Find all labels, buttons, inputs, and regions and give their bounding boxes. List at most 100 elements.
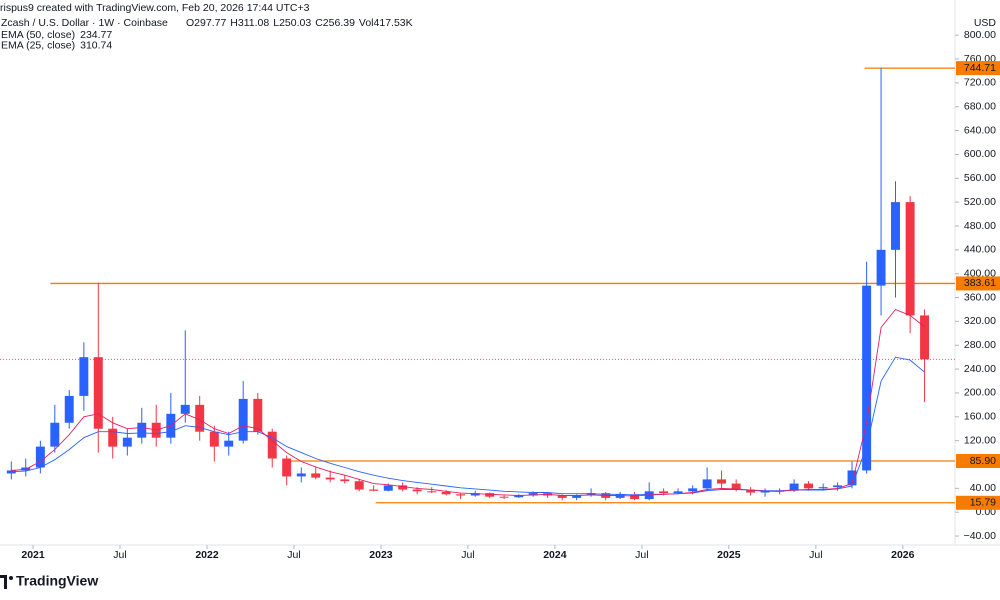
- ohlc-value: 250.03: [279, 17, 311, 29]
- candle-body: [586, 493, 596, 496]
- x-tick-label: Jul: [461, 549, 474, 561]
- y-tick-label: 720.00: [964, 77, 996, 89]
- candles: [6, 67, 930, 501]
- level-tag: [956, 276, 1000, 291]
- legend-name: EMA (50, close): [1, 29, 75, 41]
- candle-body: [862, 285, 872, 471]
- candle-body: [35, 446, 45, 468]
- candle-body: [383, 485, 393, 491]
- candle-body: [514, 495, 524, 498]
- legend-name: EMA (25, close): [1, 39, 75, 51]
- level-tag: [956, 495, 1000, 510]
- candle-body: [499, 496, 509, 498]
- candle-body: [296, 473, 306, 477]
- candle-body: [340, 479, 350, 482]
- x-tick-label: Jul: [635, 549, 648, 561]
- candle-body: [528, 493, 538, 496]
- level-tag: [956, 453, 1000, 468]
- y-tick-label: 800.00: [964, 29, 996, 41]
- candle-body: [137, 422, 147, 438]
- candle-body: [615, 494, 625, 498]
- candle-body: [354, 481, 364, 490]
- level-label: 744.71: [964, 62, 996, 74]
- level-tag: [956, 61, 1000, 76]
- ohlc-value: 311.08: [238, 17, 269, 29]
- candle-body: [746, 489, 756, 493]
- candle-body: [731, 483, 741, 490]
- x-tick-label: 2021: [21, 549, 45, 561]
- candle-body: [398, 485, 408, 490]
- candle-body: [108, 428, 118, 447]
- candle-body: [760, 491, 770, 493]
- y-tick-label: 160.00: [964, 411, 996, 423]
- candle-body: [311, 473, 321, 478]
- candle-body: [833, 485, 843, 488]
- x-tick-label: Jul: [113, 549, 126, 561]
- ohlc-label: L: [273, 17, 279, 29]
- candle-body: [325, 477, 335, 480]
- y-tick-label: 680.00: [964, 100, 996, 112]
- candle-body: [6, 470, 16, 474]
- x-tick-label: 2025: [717, 549, 741, 561]
- legend-value: 310.74: [80, 39, 112, 51]
- symbol: Zcash / U.S. Dollar · 1W · Coinbase: [1, 17, 168, 29]
- y-tick-label: 320.00: [964, 315, 996, 327]
- candle-body: [572, 495, 582, 498]
- ohlc-value: 256.39: [323, 17, 355, 29]
- ohlc-label: C: [315, 17, 323, 29]
- ohlc-value: 297.77: [194, 17, 226, 29]
- ohlc-label: O: [186, 17, 194, 29]
- candle-body: [470, 493, 480, 496]
- y-tick-label: 120.00: [964, 434, 996, 446]
- x-tick-label: 2026: [891, 549, 915, 561]
- ohlc-value: 417.53K: [374, 17, 413, 29]
- candle-body: [64, 395, 74, 423]
- x-tick-label: Jul: [287, 549, 300, 561]
- candle-body: [557, 495, 567, 498]
- y-tick-label: 560.00: [964, 172, 996, 184]
- ohlc-header: O 297.77 H 311.08 L 250.03 C 256.39 Vol 417.53K: [186, 17, 413, 29]
- x-tick-label: Jul: [809, 549, 822, 561]
- logo-mark: [0, 575, 7, 589]
- candle-body: [180, 404, 190, 414]
- candle-body: [920, 315, 930, 360]
- y-tick-label: 640.00: [964, 124, 996, 136]
- candle-body: [818, 487, 828, 489]
- credit: rispus9 created with TradingView.com, Fe…: [0, 2, 310, 14]
- y-tick-label: 440.00: [964, 244, 996, 256]
- candle-body: [485, 493, 495, 497]
- candle-body: [412, 489, 422, 492]
- candle-body: [369, 489, 379, 491]
- y-tick-label: 600.00: [964, 148, 996, 160]
- level-label: 85.90: [970, 455, 996, 467]
- candle-body: [702, 479, 712, 489]
- legend-value: 234.77: [80, 29, 112, 41]
- y-tick-label: 360.00: [964, 291, 996, 303]
- candle-body: [209, 431, 219, 447]
- candle-body: [253, 398, 263, 432]
- candle-body: [688, 488, 698, 492]
- candle-body: [282, 458, 292, 477]
- ohlc-label: Vol: [359, 17, 374, 29]
- candle-body: [905, 202, 915, 316]
- axis-unit: USD: [974, 17, 997, 29]
- candle-body: [789, 483, 799, 491]
- candle-body: [79, 357, 89, 396]
- candle-body: [238, 398, 248, 441]
- y-tick-label: 520.00: [964, 196, 996, 208]
- candle-body: [673, 491, 683, 494]
- candle-body: [804, 483, 814, 489]
- level-label: 15.79: [970, 497, 996, 509]
- candle-body: [224, 440, 234, 447]
- y-tick-label: −40.00: [964, 530, 997, 542]
- candle-body: [50, 422, 60, 447]
- candle-body: [267, 431, 277, 459]
- candle-body: [441, 491, 451, 495]
- x-tick-label: 2022: [195, 549, 219, 561]
- candle-body: [659, 491, 669, 494]
- y-tick-label: 200.00: [964, 387, 996, 399]
- y-tick-label: 480.00: [964, 220, 996, 232]
- ema-line: [11, 356, 925, 496]
- ohlc-label: H: [230, 17, 238, 29]
